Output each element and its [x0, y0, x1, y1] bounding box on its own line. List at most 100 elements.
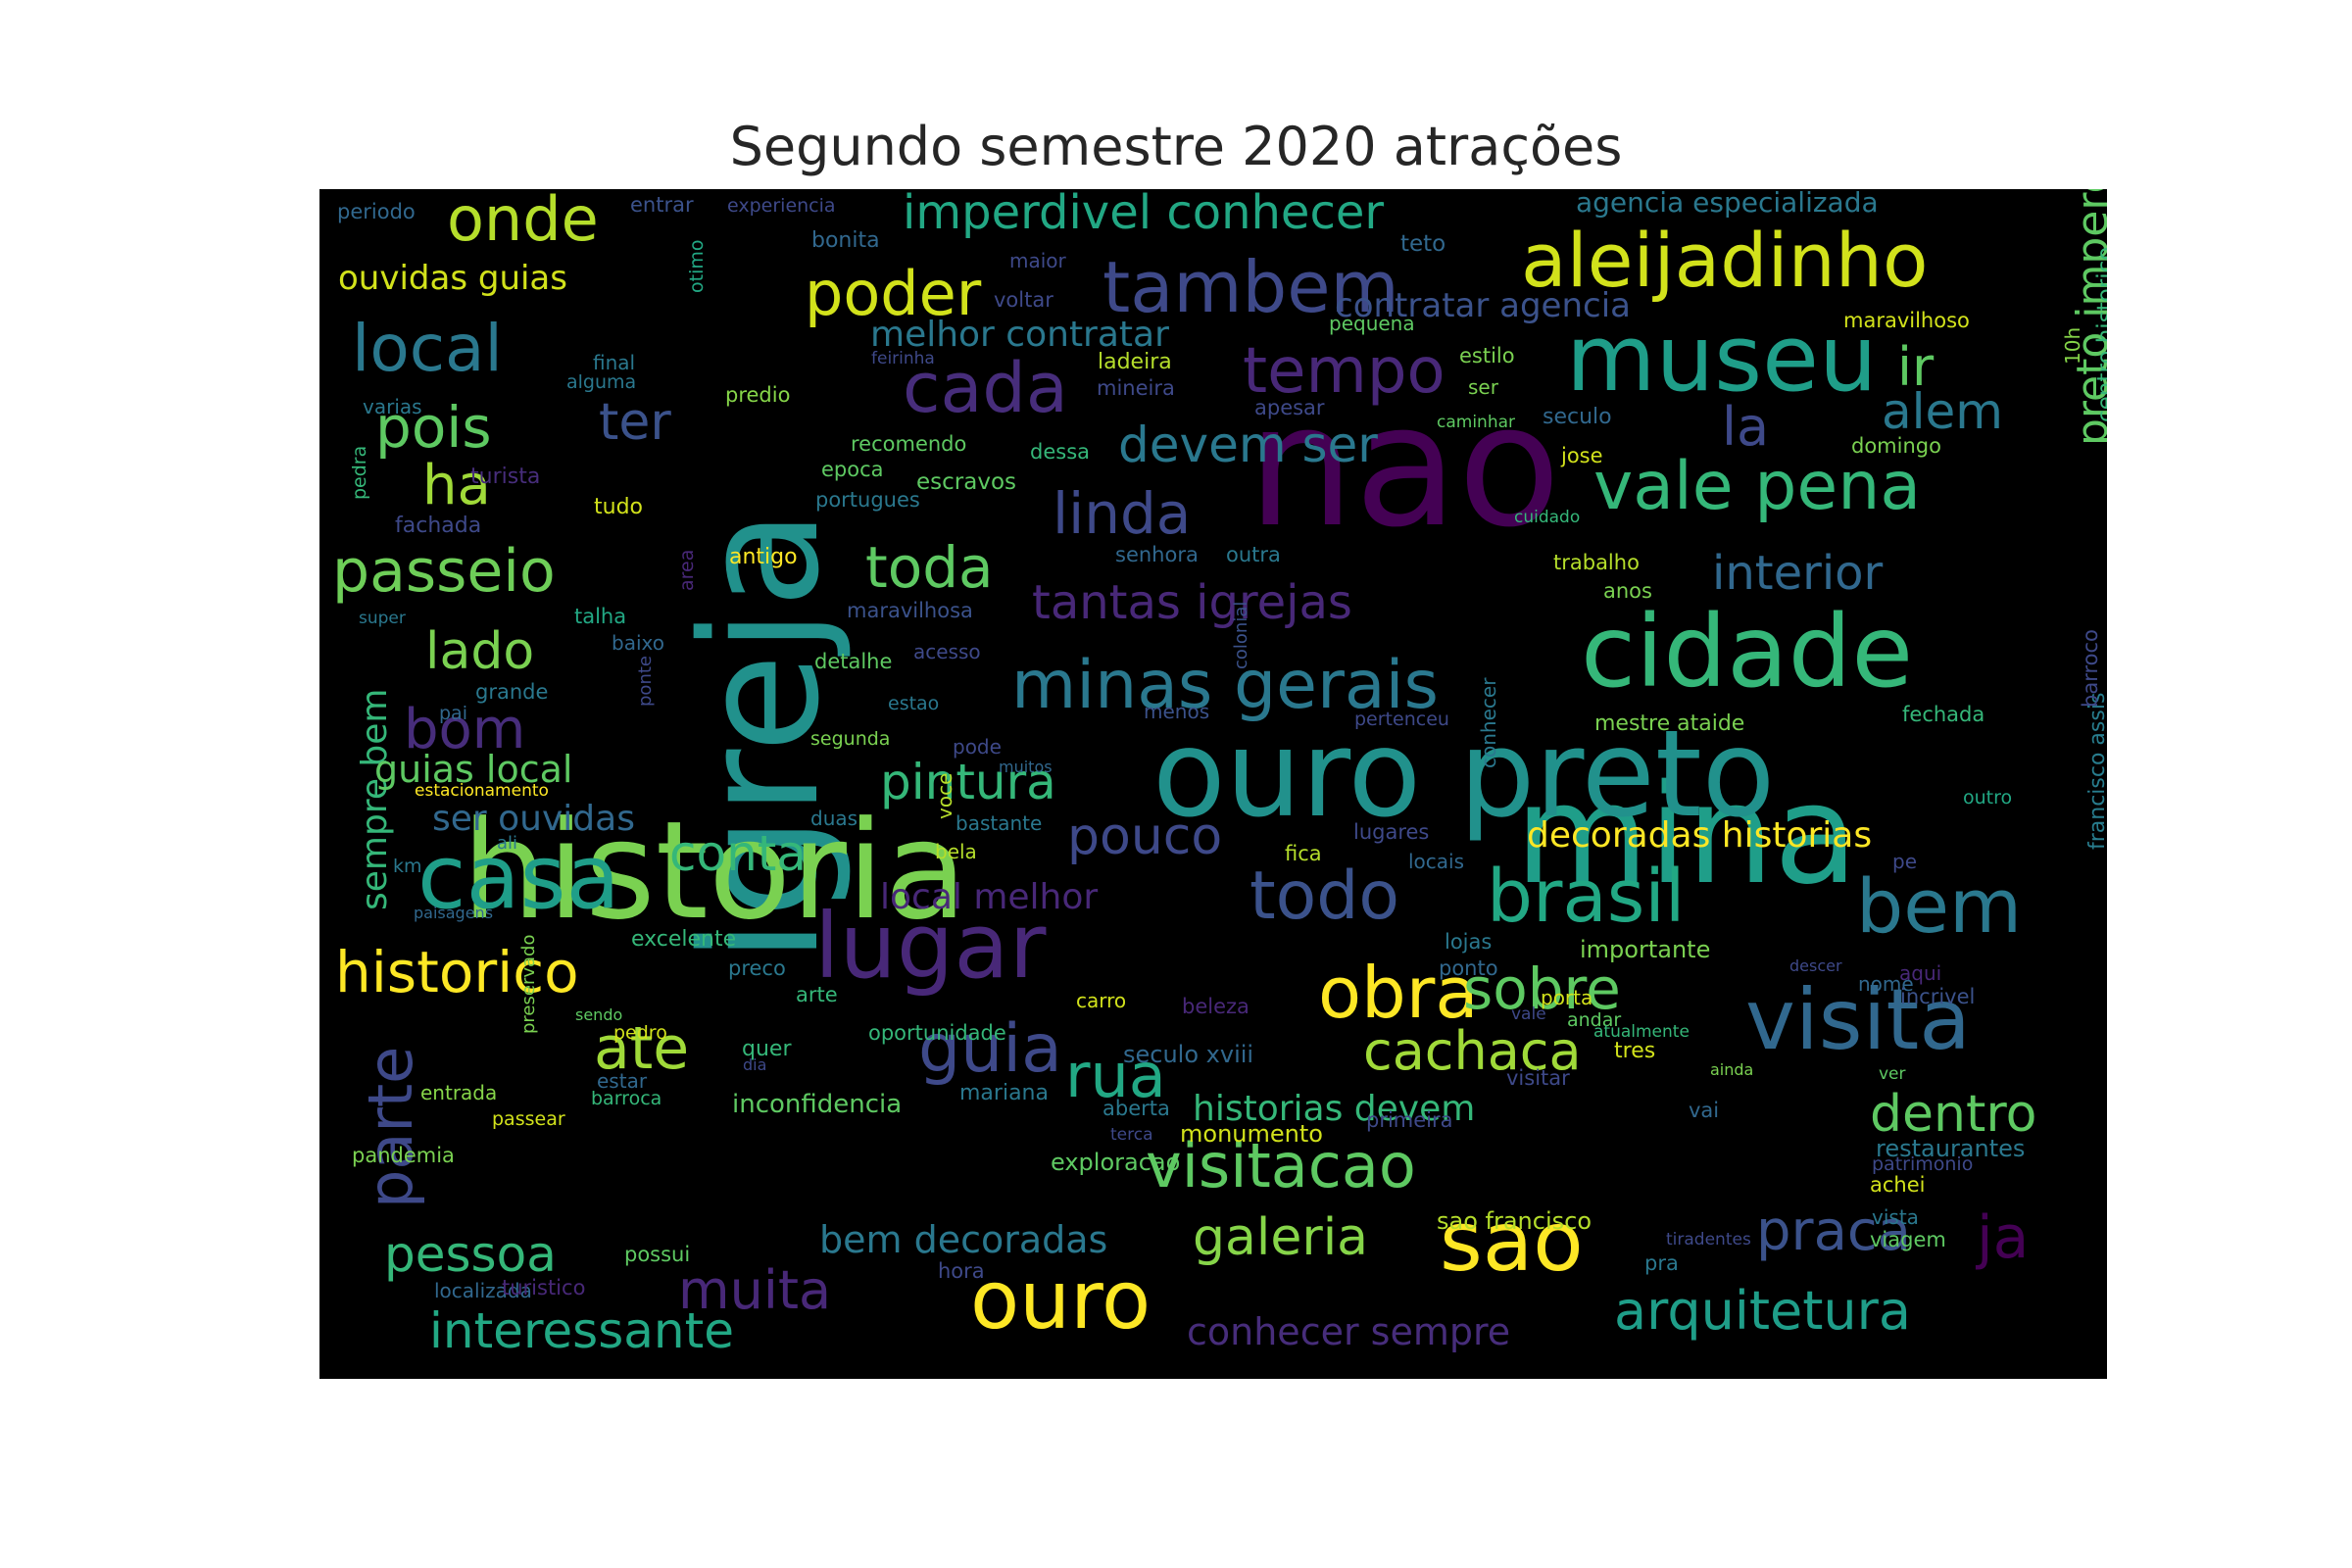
cloud-word-sobre: sobre [1463, 956, 1621, 1022]
cloud-word-visitar: visitar [1506, 1066, 1570, 1090]
cloud-word-ate: ate [594, 1014, 690, 1083]
cloud-word-interessante: interessante [429, 1302, 734, 1359]
cloud-word-ali: ali [497, 833, 518, 854]
cloud-word-10h: 10h [2061, 326, 2084, 365]
cloud-word-lojas: lojas [1445, 930, 1493, 954]
cloud-word-portugues: portugues [815, 488, 920, 512]
cloud-word-la: la [1722, 396, 1770, 458]
chart-title: Segundo semestre 2020 atrações [729, 116, 1623, 177]
cloud-word-jose: jose [1561, 444, 1603, 467]
cloud-word-localizada: localizada [434, 1279, 532, 1302]
cloud-word-lugares: lugares [1353, 820, 1430, 844]
cloud-word-ainda: ainda [1710, 1060, 1754, 1079]
cloud-word-acesso: acesso [913, 640, 981, 663]
cloud-word-antigo: antigo [729, 545, 798, 569]
cloud-word-vale-pena: vale pena [1593, 448, 1922, 525]
cloud-word-predio: predio [725, 383, 791, 407]
cloud-word-conta: conta [669, 825, 808, 882]
cloud-word-entrada: entrada [420, 1081, 498, 1104]
cloud-word-nome: nome [1858, 972, 1914, 996]
cloud-word-trabalho: trabalho [1553, 551, 1640, 574]
cloud-word-muitos: muitos [999, 758, 1053, 776]
cloud-word-pedro: pedro [613, 1022, 667, 1044]
cloud-word-barroco: barroco [2079, 629, 2102, 708]
cloud-word-preservado: preservado [518, 934, 539, 1034]
cloud-word-primeira: primeira [1366, 1108, 1453, 1132]
cloud-word-estao: estao [888, 693, 940, 714]
cloud-word-epoca: epoca [821, 458, 884, 481]
cloud-word-ladeira: ladeira [1098, 350, 1172, 374]
cloud-word-apesar: apesar [1254, 396, 1325, 419]
cloud-word-domingo: domingo [1851, 434, 1941, 458]
cloud-word-ser-ouvidas: ser ouvidas [432, 799, 635, 839]
cloud-word-ha: ha [422, 454, 491, 517]
cloud-word-arquitetura: arquitetura [1614, 1280, 1911, 1342]
cloud-word-caminhar: caminhar [1437, 413, 1516, 432]
cloud-word-bela: bela [935, 840, 977, 863]
cloud-word-ja: ja [1977, 1203, 2030, 1272]
cloud-word-voltar: voltar [994, 288, 1054, 312]
cloud-word-passear: passear [492, 1108, 565, 1130]
cloud-word-beleza: beleza [1182, 995, 1250, 1018]
cloud-word-ouro-preto: ouro preto [1152, 705, 1776, 844]
cloud-word-experiencia: experiencia [727, 195, 836, 217]
cloud-word-minas-gerais: minas gerais [1011, 647, 1439, 724]
cloud-word-km: km [393, 856, 422, 877]
cloud-word-pessoa: pessoa [384, 1226, 557, 1283]
cloud-word-conhecer: conhecer [1477, 677, 1500, 768]
cloud-word-pouco: pouco [1067, 808, 1223, 866]
cloud-word-cidade: cidade [1581, 594, 1914, 710]
cloud-word-vai: vai [1689, 1099, 1720, 1122]
cloud-word-quer: quer [742, 1037, 792, 1061]
cloud-word-maravilhosa: maravilhosa [847, 599, 973, 622]
cloud-word-sao: sao [1440, 1194, 1584, 1290]
cloud-word-maravilhoso: maravilhoso [1843, 309, 1970, 332]
cloud-word-locais: locais [1408, 850, 1465, 873]
cloud-word-grande: grande [475, 680, 549, 704]
cloud-word-visitacao: visitacao [1146, 1130, 1416, 1201]
cloud-word-duas: duas [810, 807, 858, 830]
cloud-word-lugar: lugar [814, 894, 1047, 999]
cloud-word-bem-decoradas: bem decoradas [819, 1218, 1108, 1261]
cloud-word-ter: ter [599, 393, 671, 452]
cloud-word-excelente: excelente [631, 927, 737, 952]
cloud-word-contratar-agencia: contratar agencia [1335, 286, 1631, 325]
cloud-word-andar: andar [1567, 1009, 1622, 1031]
cloud-word-detalhe: detalhe [814, 650, 893, 673]
cloud-word-parte: parte [355, 1046, 426, 1208]
cloud-word-agencia-especializada: agencia especializada [1576, 189, 1879, 219]
cloud-word-cada: cada [903, 348, 1068, 428]
cloud-word-fechada: fechada [1902, 703, 1985, 726]
cloud-word-pintura: pintura [880, 754, 1056, 810]
cloud-word-local-melhor: local melhor [880, 877, 1099, 917]
cloud-word-bastante: bastante [956, 811, 1043, 835]
cloud-word-guia: guia [918, 1010, 1062, 1088]
cloud-word-patrimonio: patrimonio [1872, 1153, 1974, 1175]
cloud-word-bonita: bonita [811, 228, 880, 253]
cloud-word-carro: carro [1076, 989, 1127, 1012]
cloud-word-melhor-contratar: melhor contratar [870, 315, 1169, 355]
cloud-word-devem-ser: devem ser [1118, 416, 1378, 473]
cloud-word-imperdivel-conhecer: imperdivel conhecer [903, 189, 1385, 240]
cloud-word-cuidado: cuidado [1514, 508, 1581, 527]
cloud-word-museu: museu [1566, 306, 1878, 413]
cloud-word-viagem: viagem [1870, 1228, 1946, 1251]
cloud-word-outro: outro [1963, 787, 2013, 808]
cloud-word-aqui: aqui [1899, 961, 1942, 985]
cloud-word-aleijadinho: aleijadinho [1521, 217, 1929, 304]
cloud-word-restaurantes: restaurantes [1876, 1135, 2026, 1162]
cloud-word-escravos: escravos [916, 469, 1016, 495]
cloud-word-area: area [676, 549, 698, 591]
cloud-word-mestre-ataide: mestre ataide [1594, 711, 1745, 736]
cloud-word-estilo: estilo [1459, 344, 1515, 368]
cloud-word-maior: maior [1009, 249, 1066, 272]
cloud-word-descer: descer [1789, 956, 1842, 975]
cloud-word-inconfidencia: inconfidencia [732, 1090, 903, 1119]
cloud-word-ir: ir [1897, 336, 1935, 398]
cloud-word-periodo: periodo [337, 200, 416, 223]
cloud-word-menos: menos [1144, 700, 1210, 723]
cloud-word-talha: talha [574, 605, 627, 628]
cloud-word-pandemia: pandemia [352, 1144, 455, 1167]
cloud-word-achei: achei [1870, 1173, 1926, 1197]
cloud-word-guias-local: guias local [374, 748, 573, 791]
